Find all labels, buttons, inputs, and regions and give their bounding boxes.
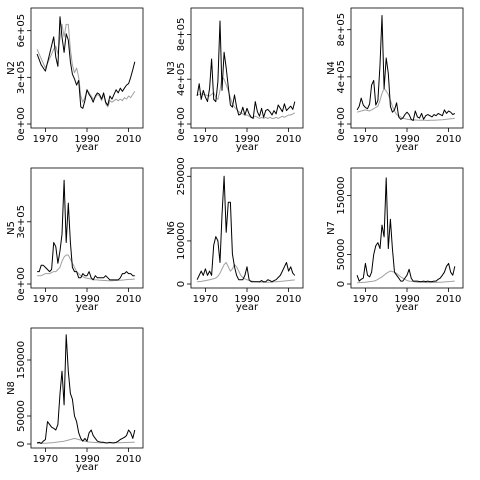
- x-axis-title: year: [396, 302, 419, 313]
- y-tick-label: 0: [176, 281, 187, 287]
- x-tick-label: 2010: [436, 294, 461, 305]
- y-tick-label: 0: [336, 281, 347, 287]
- y-tick-label: 50000: [16, 400, 27, 432]
- y-tick-label: 0e+00: [176, 107, 187, 141]
- plot-frame: [190, 167, 304, 289]
- panel-n5: 1970 1990 2010 0e+00 3e+05 year N5: [6, 167, 144, 313]
- y-tick-label: 150000: [16, 341, 27, 379]
- series-line-secondary: [196, 76, 296, 119]
- series-line-secondary: [37, 254, 135, 282]
- y-tick-label: 6e+05: [16, 14, 27, 48]
- x-tick-label: 1970: [193, 134, 218, 145]
- panel-n2: 1970 1990 2010 0e+00 3e+05 6e+05 year N2: [6, 7, 144, 153]
- series-line-secondary: [37, 437, 135, 444]
- y-tick-label: 3e+05: [16, 61, 27, 95]
- series-line-primary: [356, 15, 456, 121]
- series-line-primary: [37, 179, 135, 281]
- y-tick-label: 50000: [336, 239, 347, 271]
- x-tick-label: 1990: [234, 294, 259, 305]
- x-tick-label: 1990: [74, 134, 99, 145]
- x-axis-title: year: [396, 142, 419, 153]
- x-axis-title: year: [76, 462, 99, 473]
- x-axis-title: year: [76, 142, 99, 153]
- y-tick-label: 0: [16, 441, 27, 447]
- series-line-primary: [36, 334, 136, 444]
- x-tick-label: 1990: [74, 454, 99, 465]
- y-tick-label: 4e+05: [336, 60, 347, 94]
- series-line-primary: [196, 20, 296, 119]
- x-tick-label: 1990: [74, 294, 99, 305]
- series-line-secondary: [357, 270, 455, 284]
- series-line-primary: [196, 175, 296, 283]
- y-tick-label: 100000: [176, 222, 187, 260]
- x-tick-label: 1970: [193, 294, 218, 305]
- y-tick-label: 3e+05: [16, 205, 27, 239]
- y-axis-title: N4: [326, 61, 337, 75]
- y-tick-label: 8e+05: [176, 18, 187, 52]
- plot-frame: [30, 327, 144, 449]
- y-axis-title: N8: [6, 381, 17, 395]
- x-tick-label: 2010: [276, 294, 301, 305]
- y-tick-label: 250000: [176, 157, 187, 195]
- y-axis-title: N3: [166, 61, 177, 75]
- x-axis-title: year: [236, 142, 259, 153]
- x-tick-label: 1970: [33, 134, 58, 145]
- y-axis-title: N7: [326, 221, 337, 235]
- y-tick-label: 0e+00: [16, 107, 27, 141]
- x-tick-label: 2010: [116, 294, 141, 305]
- panel-n8: 1970 1990 2010 0 50000 150000 year N8: [6, 327, 144, 473]
- x-tick-label: 2010: [116, 454, 141, 465]
- series-line-secondary: [36, 23, 136, 108]
- y-axis-title: N2: [6, 61, 17, 75]
- x-tick-label: 1990: [394, 134, 419, 145]
- panel-n7: 1970 1990 2010 0 50000 150000 year N7: [326, 167, 464, 313]
- series-line-secondary: [356, 88, 455, 121]
- y-axis-title: N5: [6, 221, 17, 235]
- x-tick-label: 2010: [276, 134, 301, 145]
- y-tick-label: 150000: [336, 176, 347, 214]
- y-tick-label: 4e+05: [176, 62, 187, 96]
- y-tick-label: 0e+00: [336, 107, 347, 141]
- x-tick-label: 1970: [353, 134, 378, 145]
- x-tick-label: 2010: [116, 134, 141, 145]
- y-tick-label: 8e+05: [336, 13, 347, 47]
- plot-frame: [30, 7, 144, 129]
- series-line-primary: [36, 16, 136, 109]
- x-tick-label: 2010: [436, 134, 461, 145]
- plot-frame: [350, 7, 464, 129]
- series-line-primary: [356, 177, 456, 283]
- x-axis-title: year: [236, 302, 259, 313]
- plot-frame: [350, 167, 464, 289]
- panel-n3: 1970 1990 2010 0e+00 4e+05 8e+05 year N3: [166, 7, 304, 153]
- x-tick-label: 1970: [33, 454, 58, 465]
- y-tick-label: 0e+00: [16, 267, 27, 301]
- y-axis-title: N6: [166, 221, 177, 235]
- x-axis-title: year: [76, 302, 99, 313]
- x-tick-label: 1990: [394, 294, 419, 305]
- x-tick-label: 1970: [33, 294, 58, 305]
- panel-n4: 1970 1990 2010 0e+00 4e+05 8e+05 year N4: [326, 7, 464, 153]
- x-tick-label: 1990: [234, 134, 259, 145]
- panel-n6: 1970 1990 2010 0 100000 250000 year N6: [166, 157, 304, 313]
- x-tick-label: 1970: [353, 294, 378, 305]
